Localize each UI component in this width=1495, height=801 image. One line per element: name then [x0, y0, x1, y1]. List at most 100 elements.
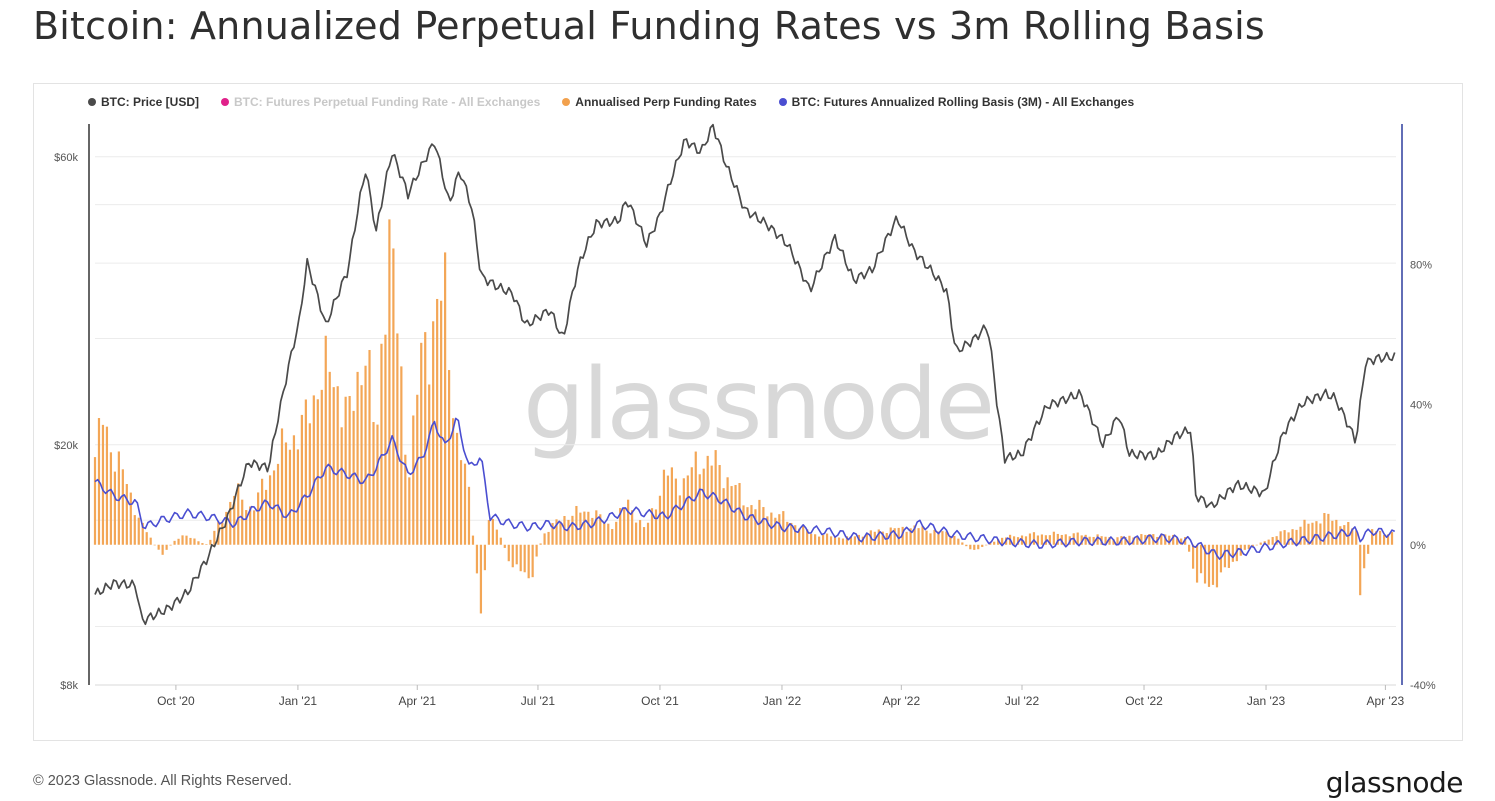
funding-rate-bar	[475, 544, 479, 574]
funding-rate-bar	[459, 460, 463, 545]
funding-rate-bar	[451, 418, 455, 545]
funding-rate-bar	[1076, 532, 1079, 545]
funding-rate-bar	[837, 537, 841, 545]
funding-rate-bar	[1188, 544, 1191, 552]
funding-rate-bar	[133, 515, 136, 545]
funding-rate-bar	[778, 514, 781, 545]
funding-rate-bar	[825, 533, 829, 545]
funding-rate-bar	[455, 432, 459, 545]
funding-rate-bar	[444, 252, 447, 545]
funding-rate-bar	[1390, 532, 1394, 545]
funding-rate-bar	[1056, 533, 1059, 545]
y-left-tick-label: $20k	[54, 440, 78, 452]
funding-rate-bar	[213, 530, 216, 545]
funding-rate-bar	[929, 533, 932, 545]
funding-rate-bar	[881, 531, 884, 545]
funding-rate-bar	[1016, 537, 1020, 545]
funding-rate-bar	[1036, 535, 1040, 545]
funding-rate-bar	[173, 540, 176, 545]
funding-rate-bar	[794, 525, 797, 545]
funding-rate-bar	[702, 468, 705, 545]
funding-rate-bar	[993, 541, 996, 545]
funding-rate-bar	[483, 544, 487, 571]
funding-rate-bar	[1247, 544, 1250, 549]
funding-rate-bar	[113, 471, 116, 545]
funding-rate-bar	[722, 488, 725, 545]
legend-item-annualised-funding[interactable]: Annualised Perp Funding Rates	[562, 95, 757, 109]
x-tick-label: Oct '22	[1125, 694, 1163, 708]
funding-rate-bar	[638, 520, 642, 545]
funding-rate-bar	[810, 533, 813, 545]
funding-rate-bar	[937, 531, 940, 545]
legend-item-price[interactable]: BTC: Price [USD]	[88, 95, 199, 109]
funding-rate-bar	[177, 538, 180, 545]
funding-rate-bar	[865, 533, 868, 545]
funding-rate-bar	[766, 516, 769, 545]
funding-rate-bar	[515, 544, 518, 565]
funding-rate-bar	[503, 544, 506, 548]
funding-rate-bar	[619, 508, 622, 545]
funding-rate-bar	[989, 542, 992, 545]
funding-rate-bar	[650, 508, 654, 545]
funding-rate-bar	[1323, 513, 1326, 545]
y-right-tick-label: -40%	[1410, 680, 1436, 692]
funding-rate-bar	[1363, 544, 1366, 569]
funding-rate-bar	[571, 515, 574, 545]
funding-rate-bar	[384, 334, 387, 545]
legend-dot-rolling-basis	[778, 98, 787, 106]
y-right-tick-label: 80%	[1410, 259, 1432, 271]
funding-rate-bar	[877, 529, 880, 545]
funding-rate-bar	[161, 544, 164, 555]
funding-rate-bar	[1291, 529, 1294, 545]
funding-rate-bar	[678, 495, 681, 545]
funding-rate-bar	[288, 449, 292, 545]
funding-rate-bar	[754, 509, 757, 545]
y-left-tick-label: $8k	[60, 680, 78, 692]
funding-rate-bar	[941, 531, 944, 545]
funding-rate-bar	[710, 465, 713, 545]
funding-rate-bar	[495, 529, 498, 545]
funding-rate-bar	[1287, 532, 1290, 545]
funding-rate-bar	[181, 535, 184, 545]
funding-rate-bar	[1259, 542, 1262, 545]
legend-item-perp-funding-rate[interactable]: BTC: Futures Perpetual Funding Rate - Al…	[221, 95, 540, 109]
funding-rate-bar	[833, 536, 837, 545]
funding-rate-bar	[814, 534, 817, 545]
funding-rate-bar	[1191, 544, 1195, 569]
funding-rate-bar	[1024, 536, 1028, 545]
funding-rate-bar	[682, 478, 685, 545]
funding-rate-bar	[141, 522, 144, 545]
funding-rate-bar	[316, 399, 319, 545]
funding-rate-bar	[1243, 544, 1246, 550]
funding-rate-bar	[237, 483, 240, 545]
funding-rate-bar	[185, 535, 188, 545]
funding-rate-bar	[129, 492, 132, 545]
y-left-tick-label: $60k	[54, 152, 78, 164]
funding-rate-bar	[300, 414, 303, 545]
funding-rate-bar	[523, 544, 526, 573]
funding-rate-bar	[1128, 535, 1131, 545]
funding-rate-bar	[153, 544, 156, 546]
y-right-tick-label: 40%	[1410, 400, 1432, 412]
legend-item-rolling-basis[interactable]: BTC: Futures Annualized Rolling Basis (3…	[778, 95, 1134, 109]
funding-rate-bar	[1271, 537, 1274, 545]
funding-rate-bar	[1176, 537, 1179, 545]
funding-rate-bar	[432, 321, 435, 545]
funding-rate-bar	[332, 387, 335, 545]
funding-rate-bar	[1283, 530, 1286, 545]
funding-rate-bar	[734, 484, 737, 545]
funding-rate-bar	[631, 510, 634, 545]
funding-rate-bar	[109, 452, 113, 545]
funding-rate-bar	[344, 396, 347, 545]
funding-rate-bar	[1335, 519, 1338, 545]
funding-rate-bar	[205, 544, 208, 545]
funding-rate-bar	[292, 435, 296, 545]
funding-rate-bar	[1382, 534, 1386, 545]
funding-rate-bar	[1327, 513, 1330, 545]
funding-rate-bar	[1207, 544, 1211, 587]
funding-rate-bar	[101, 424, 105, 545]
x-tick-label: Jan '21	[279, 694, 318, 708]
funding-rate-bar	[165, 544, 168, 550]
funding-rate-bar	[567, 519, 570, 545]
